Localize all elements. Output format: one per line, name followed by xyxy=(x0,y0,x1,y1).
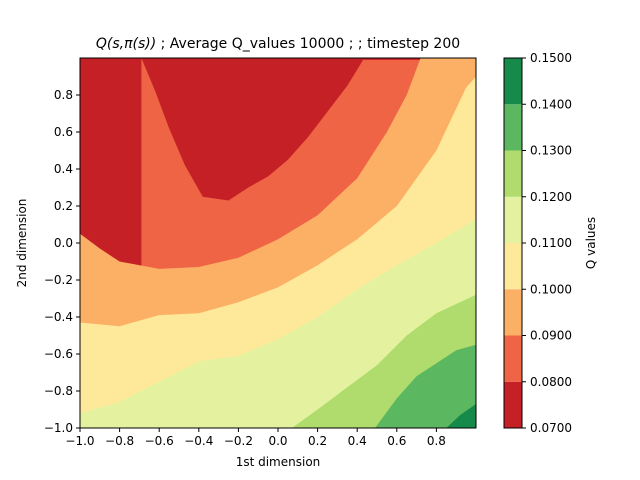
y-tick-label: 0.8 xyxy=(54,88,73,102)
contour-region-6 xyxy=(375,344,476,428)
y-tick-label: −0.2 xyxy=(44,273,73,287)
y-tick-label: −1.0 xyxy=(44,421,73,435)
x-axis: −1.0 −0.8 −0.6 −0.4 −0.2 0.0 0.2 0.4 0.6 0.8 xyxy=(65,428,446,448)
colorbar-tick-label: 0.1500 xyxy=(530,51,572,65)
y-tick-label: −0.4 xyxy=(44,310,73,324)
x-tick-label: 0.6 xyxy=(387,434,406,448)
colorbar-segment xyxy=(504,335,522,382)
chart-title: Q(s,π(s)) ; Average Q_values 10000 ; ; t… xyxy=(96,36,460,52)
colorbar-segment xyxy=(504,58,522,105)
colorbar-tick-label: 0.0900 xyxy=(530,329,572,343)
x-tick-label: 0.4 xyxy=(348,434,367,448)
colorbar-tick-label: 0.0700 xyxy=(530,421,572,435)
contour-plot-area xyxy=(80,58,476,428)
x-tick-label: −1.0 xyxy=(65,434,94,448)
colorbar: 0.0700 0.0800 0.0900 0.1000 0.1100 0.1200 0.13… xyxy=(503,51,572,435)
y-tick-label: 0.6 xyxy=(54,125,73,139)
chart-title-math: Q(s,π(s)) xyxy=(96,36,156,52)
colorbar-segment xyxy=(504,104,522,151)
y-tick-label: 0.4 xyxy=(54,162,73,176)
x-tick-label: −0.4 xyxy=(184,434,213,448)
y-tick-label: 0.0 xyxy=(54,236,73,250)
x-tick-label: −0.8 xyxy=(105,434,134,448)
colorbar-label: Q values xyxy=(584,217,598,269)
x-tick-label: 0.8 xyxy=(427,434,446,448)
x-tick-label: 0.2 xyxy=(308,434,327,448)
colorbar-tick-label: 0.1300 xyxy=(530,144,572,158)
colorbar-segment xyxy=(504,243,522,290)
x-tick-label: −0.2 xyxy=(224,434,253,448)
y-axis: −1.0 −0.8 −0.6 −0.4 −0.2 0.0 0.2 0.4 0.6 0.8 xyxy=(44,88,80,435)
x-tick-label: 0.0 xyxy=(268,434,287,448)
colorbar-segment xyxy=(504,289,522,336)
colorbar-tick-label: 0.1000 xyxy=(530,282,572,296)
contour-region-7 xyxy=(446,403,476,428)
y-tick-label: −0.6 xyxy=(44,347,73,361)
x-tick-label: −0.6 xyxy=(145,434,174,448)
x-axis-label: 1st dimension xyxy=(236,455,321,469)
y-axis-label: 2nd dimension xyxy=(15,199,29,288)
y-tick-label: 0.2 xyxy=(54,199,73,213)
colorbar-tick-label: 0.1200 xyxy=(530,190,572,204)
colorbar-segment xyxy=(504,196,522,243)
colorbar-tick-label: 0.1400 xyxy=(530,97,572,111)
colorbar-segment xyxy=(504,381,522,428)
colorbar-segment xyxy=(504,150,522,197)
colorbar-tick-label: 0.0800 xyxy=(530,375,572,389)
y-tick-label: −0.8 xyxy=(44,384,73,398)
chart-title-rest: ; Average Q_values 10000 ; ; timestep 20… xyxy=(156,36,460,52)
colorbar-tick-label: 0.1100 xyxy=(530,236,572,250)
